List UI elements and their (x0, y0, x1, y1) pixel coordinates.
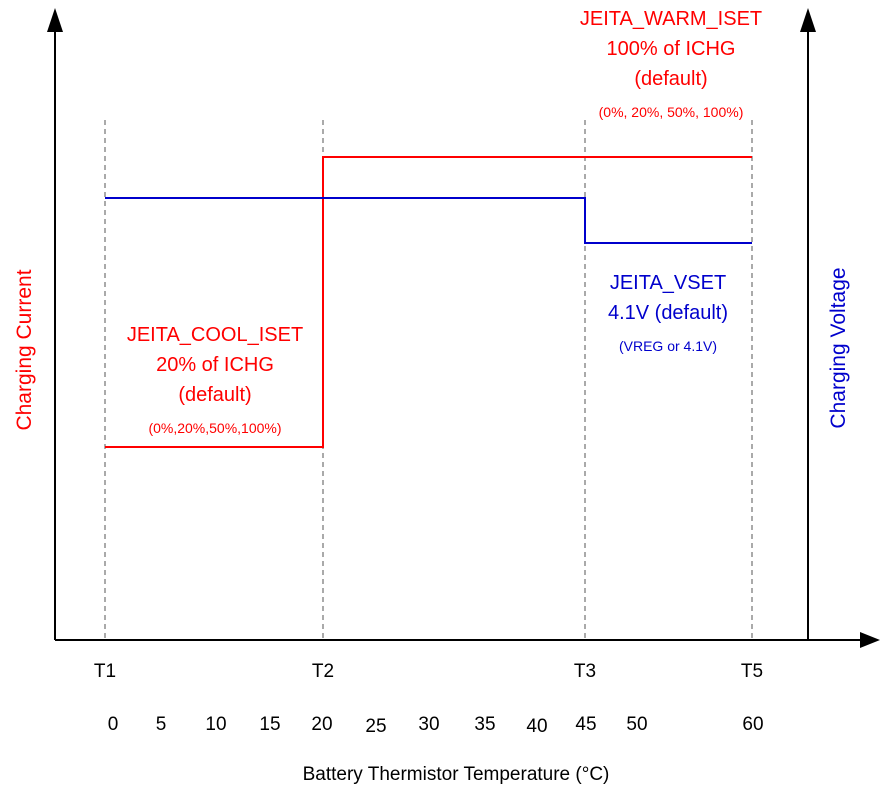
cool-iset-annotation: JEITA_COOL_ISET 20% of ICHG (default) (0… (127, 324, 303, 436)
charging-current-line (105, 156, 752, 448)
vset-options: (VREG or 4.1V) (619, 338, 717, 354)
warm-iset-value: 100% of ICHG (607, 38, 736, 60)
cool-iset-default: (default) (178, 384, 251, 406)
temp-tick: 35 (474, 714, 495, 735)
threshold-guides (104, 120, 753, 640)
charging-voltage-label: Charging Voltage (827, 267, 850, 428)
temp-tick: 20 (311, 714, 332, 735)
axes (47, 8, 880, 648)
threshold-labels: T1 T2 T3 T5 (94, 661, 763, 682)
vset-value: 4.1V (default) (608, 302, 728, 324)
warm-iset-default: (default) (634, 68, 707, 90)
warm-iset-annotation: JEITA_WARM_ISET 100% of ICHG (default) (… (580, 8, 762, 120)
temperature-ticks: 0 5 10 15 20 25 30 35 40 45 50 60 (108, 714, 764, 737)
charging-voltage-line (105, 197, 752, 244)
threshold-label-t2: T2 (312, 661, 334, 682)
cool-iset-options: (0%,20%,50%,100%) (148, 420, 281, 436)
temp-tick: 60 (742, 714, 763, 735)
temp-tick: 5 (156, 714, 167, 735)
threshold-label-t3: T3 (574, 661, 596, 682)
warm-iset-name: JEITA_WARM_ISET (580, 8, 762, 30)
threshold-label-t1: T1 (94, 661, 116, 682)
right-y-axis-arrow (800, 8, 816, 32)
temp-tick: 40 (526, 716, 547, 737)
cool-iset-value: 20% of ICHG (156, 354, 274, 376)
temp-tick: 0 (108, 714, 119, 735)
left-y-axis-arrow (47, 8, 63, 32)
x-axis-arrow (860, 632, 880, 648)
temp-tick: 15 (259, 714, 280, 735)
charging-current-label: Charging Current (13, 269, 36, 430)
temp-tick: 50 (626, 714, 647, 735)
temp-tick: 25 (365, 716, 386, 737)
threshold-label-t5: T5 (741, 661, 763, 682)
vset-annotation: JEITA_VSET 4.1V (default) (VREG or 4.1V) (608, 272, 728, 354)
temp-tick: 45 (575, 714, 596, 735)
temp-tick: 10 (205, 714, 226, 735)
x-axis-title: Battery Thermistor Temperature (°C) (303, 764, 610, 785)
cool-iset-name: JEITA_COOL_ISET (127, 324, 303, 346)
temp-tick: 30 (418, 714, 439, 735)
warm-iset-options: (0%, 20%, 50%, 100%) (599, 104, 744, 120)
vset-name: JEITA_VSET (610, 272, 726, 294)
